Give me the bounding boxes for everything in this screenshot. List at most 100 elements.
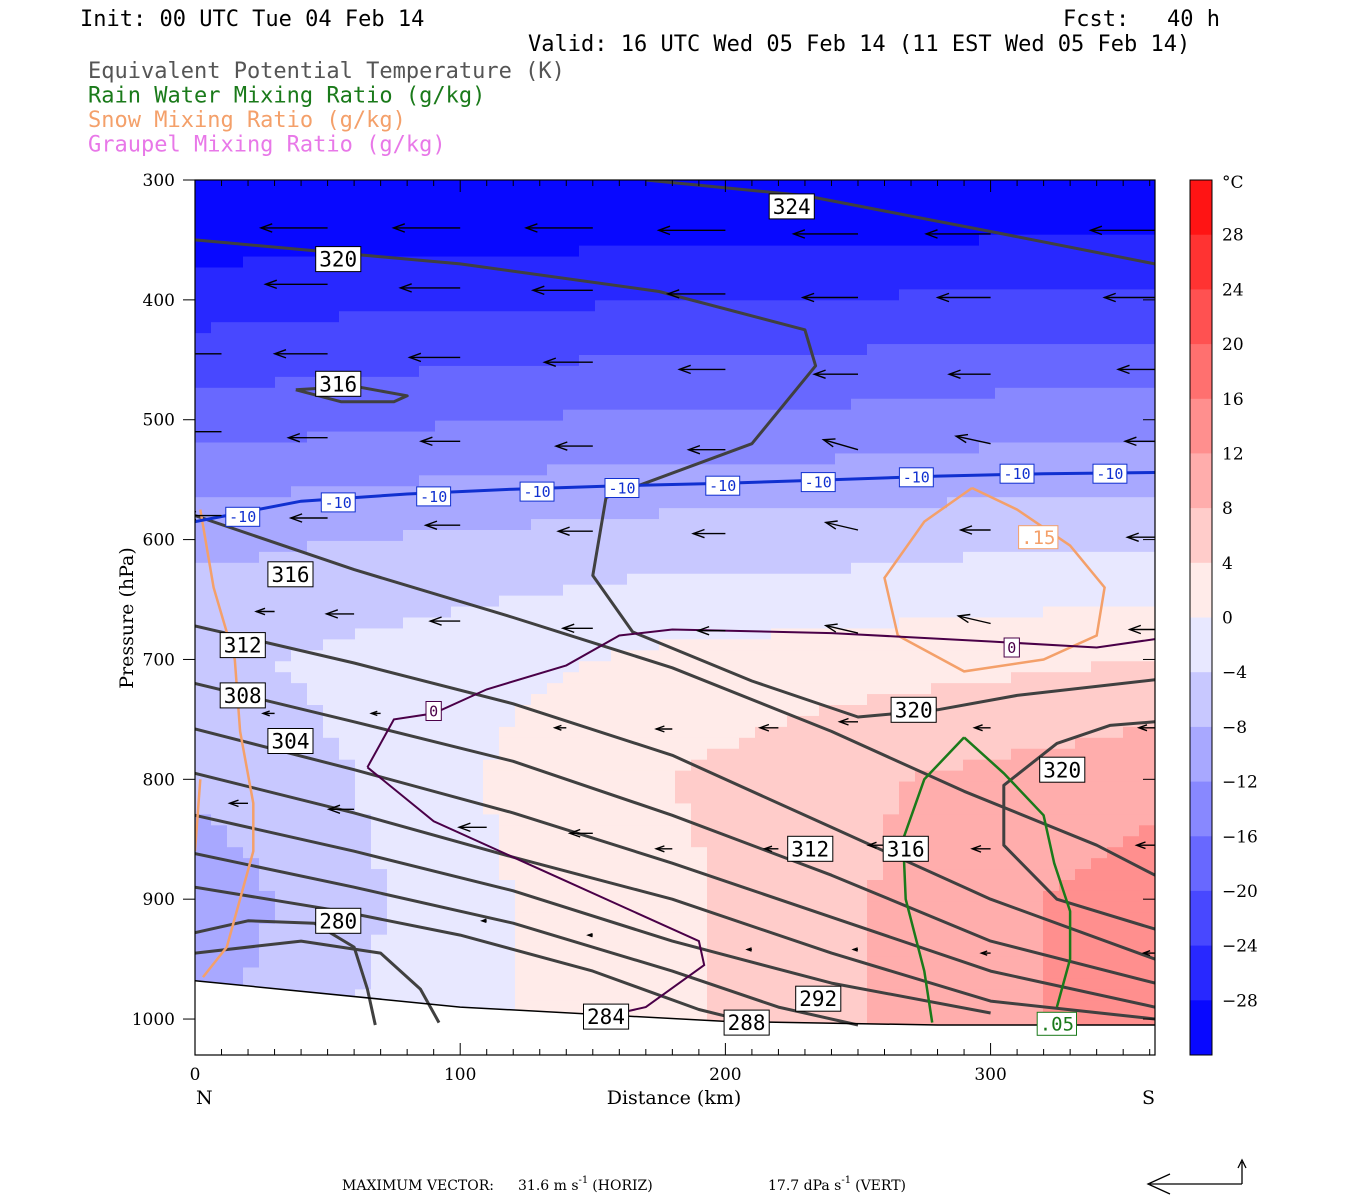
temperature-cell: [499, 836, 516, 848]
temperature-cell: [675, 376, 692, 389]
temperature-cell: [1027, 934, 1044, 947]
temperature-cell: [963, 387, 980, 400]
temperature-cell: [659, 431, 676, 444]
temperature-cell: [627, 934, 644, 947]
temperature-cell: [947, 453, 964, 465]
temperature-cell: [451, 803, 468, 815]
temperature-cell: [227, 190, 244, 203]
temperature-cell: [755, 212, 772, 225]
temperature-cell: [387, 803, 404, 815]
temperature-cell: [835, 278, 852, 290]
temperature-cell: [515, 705, 532, 717]
temperature-cell: [307, 945, 324, 958]
temperature-cell: [515, 398, 532, 411]
temperature-cell: [787, 639, 804, 651]
temperature-cell: [1091, 1000, 1108, 1012]
temperature-cell: [323, 223, 340, 236]
temperature-cell: [691, 639, 708, 651]
temperature-cell: [851, 278, 868, 290]
temperature-cell: [739, 223, 756, 236]
temperature-cell: [1107, 934, 1124, 947]
temperature-cell: [803, 267, 820, 280]
temperature-cell: [899, 956, 916, 969]
temperature-cell: [563, 858, 580, 870]
temperature-cell: [339, 453, 356, 465]
temperature-cell: [563, 705, 580, 717]
temperature-cell: [739, 770, 756, 783]
temperature-cell: [739, 234, 756, 247]
temperature-cell: [643, 759, 660, 772]
temperature-cell: [1043, 311, 1060, 323]
temperature-cell: [883, 967, 900, 980]
temperature-cell: [259, 540, 276, 553]
temperature-cell: [787, 628, 804, 640]
temperature-cell: [467, 901, 484, 914]
temperature-cell: [915, 595, 932, 608]
temperature-cell: [995, 365, 1012, 378]
temperature-cell: [1091, 694, 1108, 706]
temperature-cell: [723, 880, 740, 892]
temperature-cell: [435, 475, 452, 487]
temperature-cell: [371, 737, 388, 750]
temperature-cell: [291, 945, 308, 958]
temperature-cell: [403, 923, 420, 936]
wind-vector: [263, 279, 328, 290]
temperature-cell: [435, 322, 452, 334]
temperature-cell: [419, 726, 436, 739]
temperature-cell: [787, 694, 804, 706]
temperature-cell: [659, 683, 676, 695]
temperature-cell: [227, 825, 244, 837]
temperature-cell: [979, 803, 996, 815]
temperature-cell: [1011, 180, 1028, 192]
temperature-cell: [355, 223, 372, 236]
temperature-cell: [1043, 551, 1060, 564]
temperature-cell: [787, 573, 804, 586]
temperature-cell: [371, 311, 388, 323]
temperature-cell: [243, 180, 260, 192]
temperature-cell: [579, 715, 596, 728]
temperature-cell: [419, 223, 436, 236]
temperature-cell: [531, 322, 548, 334]
temperature-cell: [691, 453, 708, 465]
temperature-cell: [387, 934, 404, 947]
temperature-cell: [883, 628, 900, 640]
temperature-cell: [995, 322, 1012, 334]
temperature-cell: [1011, 453, 1028, 465]
temperature-cell: [243, 344, 260, 356]
temperature-cell: [419, 333, 436, 345]
temperature-cell: [1011, 398, 1028, 411]
temperature-cell: [739, 311, 756, 323]
temperature-cell: [435, 420, 452, 433]
temperature-cell: [419, 694, 436, 706]
temperature-cell: [835, 737, 852, 750]
temperature-cell: [515, 551, 532, 564]
temperature-cell: [259, 650, 276, 662]
temperature-cell: [451, 540, 468, 553]
temperature-cell: [771, 923, 788, 936]
temperature-cell: [515, 201, 532, 214]
temperature-cell: [1139, 617, 1155, 630]
temperature-cell: [931, 562, 948, 575]
temperature-cell: [723, 661, 740, 673]
temperature-cell: [931, 847, 948, 859]
temperature-cell: [1123, 442, 1140, 455]
temperature-cell: [307, 212, 324, 225]
temperature-cell: [659, 267, 676, 280]
temperature-cell: [851, 223, 868, 236]
temperature-cell: [211, 639, 228, 651]
temperature-cell: [835, 398, 852, 411]
temperature-cell: [291, 770, 308, 783]
temperature-cell: [819, 234, 836, 247]
temperature-cell: [227, 431, 244, 444]
temperature-cell: [339, 190, 356, 203]
wind-vector: [1141, 950, 1155, 957]
temperature-cell: [355, 344, 372, 356]
temperature-cell: [339, 869, 356, 881]
temperature-cell: [1123, 770, 1140, 783]
temperature-cell: [707, 694, 724, 706]
temperature-cell: [1011, 934, 1028, 947]
temperature-cell: [307, 289, 324, 301]
isotherm-minus10-label: -10: [999, 463, 1035, 484]
temperature-cell: [1123, 344, 1140, 356]
temperature-cell: [419, 945, 436, 958]
